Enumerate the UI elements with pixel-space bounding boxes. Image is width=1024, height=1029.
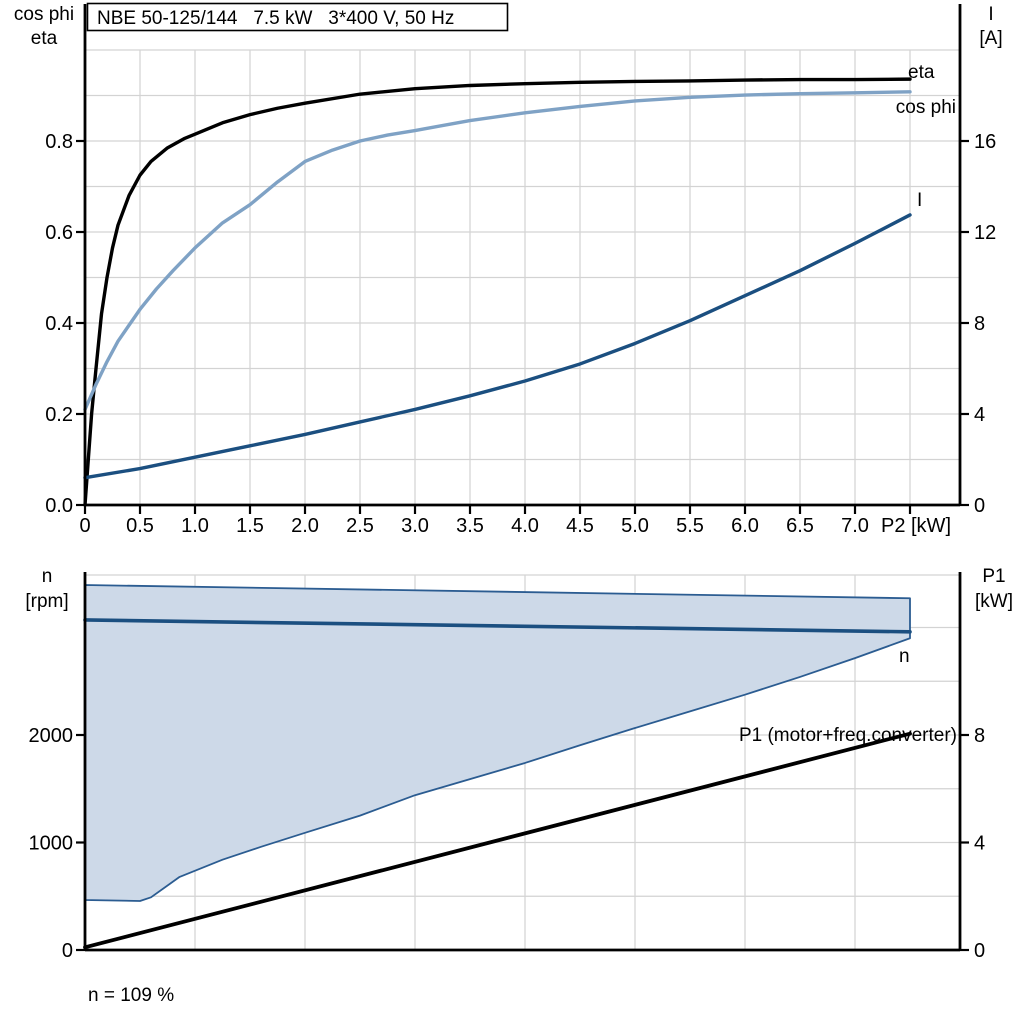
curve-label-current: I bbox=[917, 190, 922, 211]
right-axis-label-current: I bbox=[988, 4, 993, 25]
speed-envelope-polygon bbox=[84, 584, 911, 902]
left-axis-label-eta: eta bbox=[31, 28, 58, 49]
tick-label-x: 1.0 bbox=[181, 515, 209, 537]
tick-label-right: 0 bbox=[974, 940, 985, 962]
tick-label-x: 0.5 bbox=[126, 515, 154, 537]
curve-I bbox=[83, 213, 912, 480]
tick-label-left: 0.2 bbox=[45, 404, 73, 426]
curve-cos-phi bbox=[83, 90, 912, 412]
tick-label-x: 6.0 bbox=[731, 515, 759, 537]
tick-label-right: 16 bbox=[974, 131, 996, 153]
left-axis-label-cosphi: cos phi bbox=[14, 4, 74, 25]
tick-label-right: 4 bbox=[974, 404, 985, 426]
tick-label-right: 12 bbox=[974, 222, 996, 244]
tick-label-left: 0.4 bbox=[45, 313, 73, 335]
right-axis-unit-kw: [kW] bbox=[975, 591, 1013, 612]
tick-label-x: 5.0 bbox=[621, 515, 649, 537]
tick-label-x: 1.5 bbox=[236, 515, 264, 537]
tick-label-x: 3.0 bbox=[401, 515, 429, 537]
tick-label-right: 0 bbox=[974, 495, 985, 517]
tick-label-left: 2000 bbox=[29, 725, 74, 747]
tick-label-left: 0.8 bbox=[45, 131, 73, 153]
curve-label-eta: eta bbox=[908, 62, 935, 83]
tick-label-left: 0 bbox=[62, 940, 73, 962]
top-chart-curves bbox=[83, 77, 912, 507]
speed-annotation: n = 109 % bbox=[88, 985, 174, 1006]
curve-label-p1: P1 (motor+freq.converter) bbox=[739, 725, 957, 746]
title-box bbox=[86, 2, 509, 32]
right-axis-unit-amps: [A] bbox=[979, 28, 1002, 49]
tick-label-x: 5.5 bbox=[676, 515, 704, 537]
top-chart-gridlines bbox=[85, 49, 960, 505]
bottom-chart-curves bbox=[83, 618, 912, 950]
tick-label-left: 1000 bbox=[29, 833, 74, 855]
tick-label-x: 7.0 bbox=[841, 515, 869, 537]
tick-label-x: 2.5 bbox=[346, 515, 374, 537]
bottom-chart-axes bbox=[76, 572, 969, 952]
tick-label-right: 4 bbox=[974, 833, 985, 855]
tick-label-x: 4.5 bbox=[566, 515, 594, 537]
right-axis-label-p1: P1 bbox=[982, 566, 1005, 587]
tick-labels: 0.0 0.2 0.4 0.6 0.8 0 4 8 12 16 0 0.5 1.0 1.5 2.0 2.5 3.… bbox=[29, 131, 997, 962]
curve-n bbox=[83, 618, 912, 634]
top-chart-axes bbox=[76, 4, 969, 514]
curve-P1 bbox=[83, 731, 912, 950]
speed-envelope-area bbox=[84, 584, 911, 902]
left-axis-label-n: n bbox=[42, 566, 53, 587]
tick-label-right: 8 bbox=[974, 725, 985, 747]
tick-label-x: 3.5 bbox=[456, 515, 484, 537]
tick-label-x: 0 bbox=[79, 515, 90, 537]
tick-label-left: 0.0 bbox=[45, 495, 73, 517]
left-axis-unit-rpm: [rpm] bbox=[25, 591, 68, 612]
chart-title: NBE 50-125/144 7.5 kW 3*400 V, 50 Hz bbox=[97, 8, 454, 29]
curve-label-cosphi: cos phi bbox=[896, 97, 956, 118]
tick-label-x: 2.0 bbox=[291, 515, 319, 537]
tick-label-x: 4.0 bbox=[511, 515, 539, 537]
curve-label-n: n bbox=[899, 646, 910, 667]
tick-label-left: 0.6 bbox=[45, 222, 73, 244]
x-axis-label-p2: P2 [kW] bbox=[881, 515, 951, 537]
tick-label-x: 6.5 bbox=[786, 515, 814, 537]
tick-label-right: 8 bbox=[974, 313, 985, 335]
curve-eta bbox=[83, 77, 912, 507]
